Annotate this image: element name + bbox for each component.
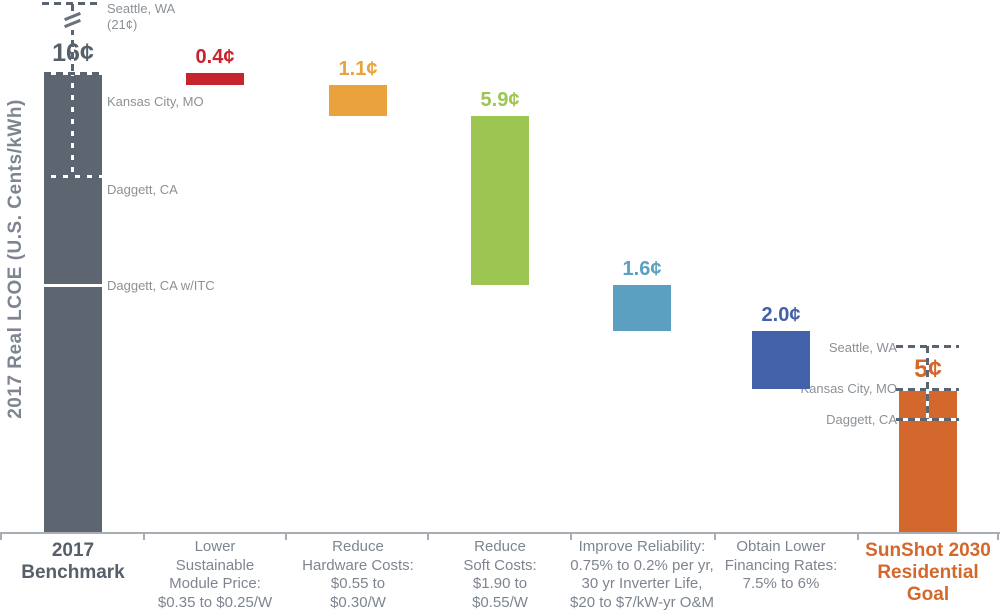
x-axis-tick-5 xyxy=(714,533,716,540)
benchmark-marker-daggett: Daggett, CA xyxy=(107,182,178,197)
benchmark-top-dashed-line xyxy=(44,72,102,76)
benchmark-marker-seattle-value: (21¢) xyxy=(107,17,138,32)
category-goal: SunShot 2030 Residential Goal xyxy=(865,540,991,605)
x-axis-tick-6 xyxy=(857,533,859,540)
x-axis-tick-2 xyxy=(285,533,287,540)
benchmark-seattle-dashed-line xyxy=(42,2,102,5)
bar-3 xyxy=(471,116,529,286)
bar-2 xyxy=(329,84,387,117)
bar-4 xyxy=(613,285,671,332)
category-2017-benchmark: 2017 Benchmark xyxy=(21,540,125,583)
category-reliability: Improve Reliability: 0.75% to 0.2% per y… xyxy=(570,538,714,611)
x-axis-tick-4 xyxy=(570,533,572,540)
benchmark-daggett-itc-solid-line xyxy=(44,284,102,288)
y-axis-title: 2017 Real LCOE (U.S. Cents/kWh) xyxy=(5,99,26,419)
x-axis-line xyxy=(0,532,1000,534)
value-label-reliability: 1.6¢ xyxy=(620,258,664,281)
x-axis-tick-7 xyxy=(997,533,999,540)
x-axis-tick-1 xyxy=(143,533,145,540)
axis-break-symbol xyxy=(62,11,84,30)
benchmark-daggett-dashed-line xyxy=(44,175,102,179)
benchmark-vertical-dashed-line xyxy=(71,4,74,177)
category-financing: Obtain Lower Financing Rates: 7.5% to 6% xyxy=(724,538,838,592)
goal-vertical-dashed-line xyxy=(926,345,929,419)
category-module-price: Lower Sustainable Module Price: $0.35 to… xyxy=(157,538,273,611)
goal-daggett-dashed-line xyxy=(896,417,959,421)
benchmark-marker-seattle: Seattle, WA (21¢) xyxy=(107,1,175,33)
goal-marker-seattle: Seattle, WA xyxy=(828,340,897,355)
value-label-soft-costs: 5.9¢ xyxy=(478,89,522,112)
x-axis-tick-3 xyxy=(427,533,429,540)
benchmark-marker-kansas-city: Kansas City, MO xyxy=(107,94,204,109)
benchmark-marker-daggett-itc: Daggett, CA w/ITC xyxy=(107,278,215,293)
bar-5 xyxy=(752,331,810,389)
category-soft-costs: Reduce Soft Costs: $1.90 to $0.55/W xyxy=(463,538,537,611)
value-label-financing: 2.0¢ xyxy=(759,304,803,327)
x-axis-tick-0 xyxy=(0,533,2,540)
bar-1 xyxy=(186,73,244,85)
value-label-module-price: 0.4¢ xyxy=(193,46,237,69)
goal-marker-daggett: Daggett, CA xyxy=(826,412,897,427)
category-hardware-costs: Reduce Hardware Costs: $0.55 to $0.30/W xyxy=(302,538,414,611)
benchmark-marker-seattle-city: Seattle, WA xyxy=(107,1,176,16)
goal-marker-kansas-city: Kansas City, MO xyxy=(800,381,897,396)
value-label-hardware-costs: 1.1¢ xyxy=(336,57,380,80)
